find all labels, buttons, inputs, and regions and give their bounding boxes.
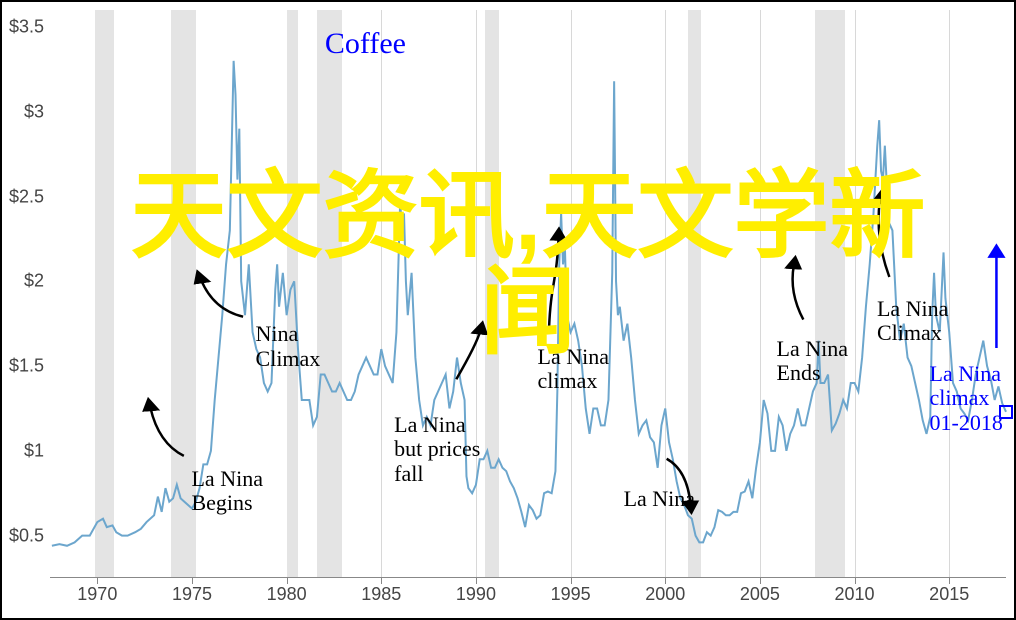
chart-title: Coffee	[325, 27, 406, 61]
annotation-la-nina-begins: La NinaBegins	[191, 467, 262, 515]
annotation-la-nina-ends: La NinaEnds	[777, 337, 848, 385]
plot-area: Coffee 天文资讯,天文学新 闻 $0.5$1$1.5$2$2.5$3$3.…	[50, 10, 1006, 578]
annotation-la-nina-prices-fall: La Ninabut pricesfall	[394, 413, 480, 486]
y-tick-label: $0.5	[9, 525, 44, 546]
x-tick-label: 2010	[835, 584, 875, 605]
annotation-la-nina-climax-2018: La Ninaclimax01-2018	[930, 362, 1003, 435]
x-tick-label: 1970	[77, 584, 117, 605]
y-tick-label: $2.5	[9, 186, 44, 207]
x-tick-label: 1975	[172, 584, 212, 605]
y-tick-label: $1	[24, 440, 44, 461]
x-tick-label: 1990	[456, 584, 496, 605]
annotation-la-nina-climax-2011: La NinaClimax	[877, 297, 948, 345]
y-tick-label: $1.5	[9, 356, 44, 377]
chart-container: Coffee 天文资讯,天文学新 闻 $0.5$1$1.5$2$2.5$3$3.…	[0, 0, 1016, 620]
annotation-la-nina-climax-1994: La Ninaclimax	[538, 345, 609, 393]
x-tick-label: 1985	[361, 584, 401, 605]
y-tick-label: $3	[24, 101, 44, 122]
annotation-la-nina-2001: La Nina	[624, 487, 695, 511]
annotation-nina-climax: NinaClimax	[256, 322, 321, 370]
y-tick-label: $2	[24, 271, 44, 292]
x-tick-label: 2015	[929, 584, 969, 605]
x-tick-label: 1995	[551, 584, 591, 605]
x-tick-label: 1980	[267, 584, 307, 605]
y-tick-label: $3.5	[9, 16, 44, 37]
x-tick-label: 2005	[740, 584, 780, 605]
x-tick-label: 2000	[645, 584, 685, 605]
